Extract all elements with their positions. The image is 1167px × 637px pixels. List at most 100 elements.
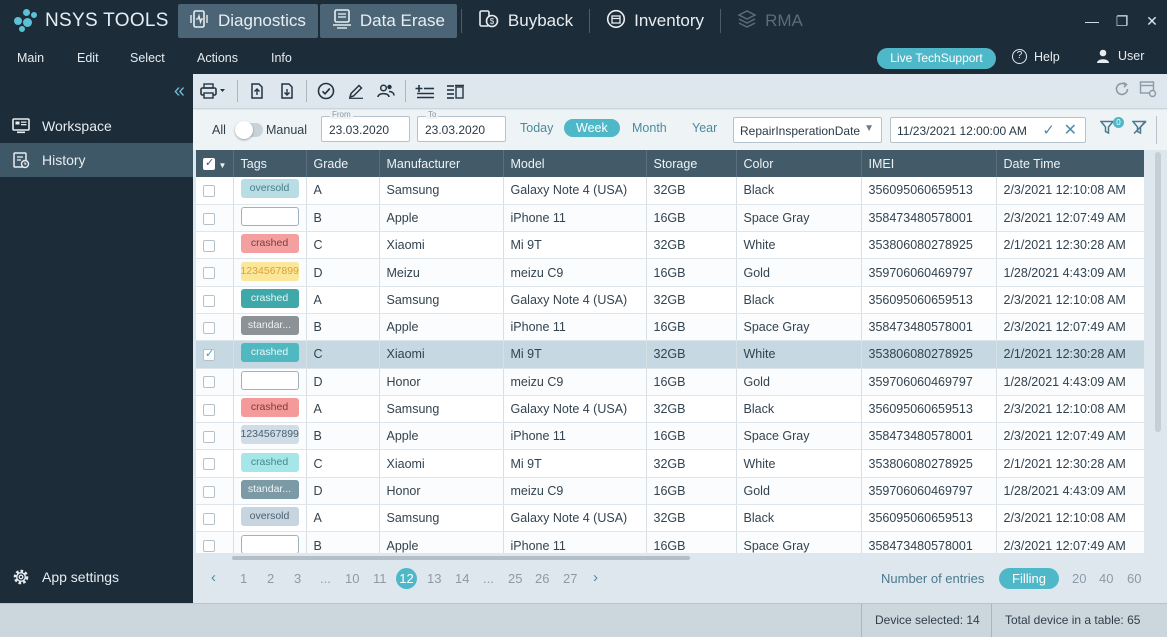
prev-page-icon[interactable]: ‹ xyxy=(211,569,216,586)
row-checkbox[interactable] xyxy=(203,540,215,553)
row-select-cell[interactable] xyxy=(196,368,234,396)
row-checkbox[interactable] xyxy=(203,239,215,252)
menu-item-edit[interactable]: Edit xyxy=(77,51,99,65)
column-header-color[interactable]: Color xyxy=(736,150,862,177)
datetime-input[interactable]: 11/23/2021 12:00:00 AM ✓ ✕ xyxy=(890,117,1086,143)
table-settings-icon[interactable] xyxy=(1139,80,1157,101)
sidebar-item-history[interactable]: History xyxy=(0,143,193,177)
period-today[interactable]: Today xyxy=(520,121,554,135)
table-row[interactable]: 1234567899 D Meizu meizu C9 16GB Gold 35970606… xyxy=(196,258,1144,287)
row-select-cell[interactable] xyxy=(196,422,234,451)
module-tab-buyback[interactable]: $ Buyback xyxy=(466,4,585,38)
row-select-cell[interactable] xyxy=(196,286,234,314)
column-header-tags[interactable]: Tags xyxy=(233,150,307,177)
tag-cell[interactable] xyxy=(233,531,307,553)
tag-badge[interactable]: crashed xyxy=(240,343,299,363)
tag-cell[interactable]: standar... xyxy=(233,313,307,342)
entries-60[interactable]: 60 xyxy=(1127,571,1142,586)
restore-icon[interactable]: ❐ xyxy=(1115,12,1129,29)
delete-rows-button[interactable] xyxy=(440,76,470,106)
tag-badge[interactable]: 1234567899 xyxy=(240,425,299,445)
page-12[interactable]: 12 xyxy=(396,568,417,589)
tag-badge[interactable]: oversold xyxy=(240,507,299,527)
menu-item-info[interactable]: Info xyxy=(271,51,292,65)
column-header-imei[interactable]: IMEI xyxy=(861,150,997,177)
tag-badge[interactable] xyxy=(240,206,299,226)
row-checkbox[interactable] xyxy=(203,431,215,444)
column-header-date-time[interactable]: Date Time xyxy=(996,150,1144,177)
to-date-input[interactable]: To 23.03.2020 xyxy=(417,110,506,142)
tag-cell[interactable]: oversold xyxy=(233,177,307,205)
tag-cell[interactable]: crashed xyxy=(233,395,307,424)
table-row[interactable]: crashed A Samsung Galaxy Note 4 (USA) 32GB Bl… xyxy=(196,286,1144,314)
row-select-cell[interactable] xyxy=(196,340,234,369)
table-row[interactable]: B Apple iPhone 11 16GB Space Gray 35847348057… xyxy=(196,531,1144,553)
tag-cell[interactable]: standar... xyxy=(233,477,307,506)
entries-20[interactable]: 20 xyxy=(1072,571,1087,586)
refresh-icon[interactable] xyxy=(1113,80,1131,101)
module-tab-inventory[interactable]: Inventory xyxy=(594,4,716,38)
table-row[interactable]: D Honor meizu C9 16GB Gold 359706060469797 1/2… xyxy=(196,368,1144,396)
sidebar-item-app-settings[interactable]: App settings xyxy=(0,560,193,594)
confirm-check-icon[interactable]: ✓ xyxy=(1042,122,1055,139)
sidebar-item-workspace[interactable]: Workspace xyxy=(0,109,193,143)
live-techsupport-button[interactable]: Live TechSupport xyxy=(877,48,996,69)
table-row[interactable]: standar... B Apple iPhone 11 16GB Space Gray 3… xyxy=(196,313,1144,342)
page-3[interactable]: 3 xyxy=(294,571,302,586)
module-tab-rma[interactable]: RMA xyxy=(725,4,815,38)
row-checkbox[interactable] xyxy=(203,512,215,525)
close-icon[interactable]: ✕ xyxy=(1146,12,1158,29)
from-date-input[interactable]: From 23.03.2020 xyxy=(321,110,410,142)
tag-badge[interactable]: standar... xyxy=(240,316,299,336)
tag-cell[interactable] xyxy=(233,204,307,233)
row-checkbox[interactable] xyxy=(203,321,215,334)
assign-users-button[interactable] xyxy=(371,76,401,106)
tag-badge[interactable]: oversold xyxy=(240,179,299,199)
row-select-cell[interactable] xyxy=(196,477,234,506)
clear-x-icon[interactable]: ✕ xyxy=(1063,122,1077,139)
menu-item-main[interactable]: Main xyxy=(17,51,45,65)
row-select-cell[interactable] xyxy=(196,449,234,478)
approve-button[interactable] xyxy=(311,76,341,106)
tag-badge[interactable]: crashed xyxy=(240,234,299,254)
page-14[interactable]: 14 xyxy=(455,571,470,586)
tag-badge[interactable] xyxy=(240,534,299,553)
entries-40[interactable]: 40 xyxy=(1099,571,1114,586)
tag-badge[interactable] xyxy=(240,370,299,390)
row-select-cell[interactable] xyxy=(196,231,234,260)
row-checkbox[interactable] xyxy=(203,267,215,280)
row-select-cell[interactable] xyxy=(196,313,234,342)
select-all-checkbox[interactable] xyxy=(203,156,215,171)
row-checkbox[interactable] xyxy=(203,485,215,498)
row-checkbox[interactable] xyxy=(203,458,215,471)
table-row[interactable]: 1234567899 B Apple iPhone 11 16GB Space Gray 3… xyxy=(196,422,1144,451)
table-row[interactable]: crashed A Samsung Galaxy Note 4 (USA) 32GB Bl… xyxy=(196,395,1144,424)
page-27[interactable]: 27 xyxy=(563,571,578,586)
tag-badge[interactable]: 1234567899 xyxy=(240,261,299,281)
next-page-icon[interactable]: › xyxy=(593,569,598,586)
add-row-button[interactable] xyxy=(410,76,440,106)
table-row[interactable]: B Apple iPhone 11 16GB Space Gray 35847348057… xyxy=(196,204,1144,233)
table-row[interactable]: oversold A Samsung Galaxy Note 4 (USA) 32GB B… xyxy=(196,504,1144,533)
caret-down-icon[interactable]: ▼ xyxy=(218,160,227,170)
tag-cell[interactable]: crashed xyxy=(233,449,307,478)
export-document-button[interactable] xyxy=(272,76,302,106)
manual-toggle[interactable] xyxy=(235,121,263,139)
edit-button[interactable] xyxy=(341,76,371,106)
filling-button[interactable]: Filling xyxy=(999,568,1059,589)
row-checkbox[interactable] xyxy=(203,185,215,198)
print-button[interactable] xyxy=(193,76,233,106)
page-25[interactable]: 25 xyxy=(508,571,523,586)
row-select-cell[interactable] xyxy=(196,531,234,553)
period-month[interactable]: Month xyxy=(632,121,667,135)
tag-badge[interactable]: crashed xyxy=(240,288,299,308)
period-week[interactable]: Week xyxy=(564,119,620,137)
column-header-grade[interactable]: Grade xyxy=(306,150,380,177)
tag-badge[interactable]: crashed xyxy=(240,452,299,472)
filter-button[interactable]: 0 xyxy=(1099,117,1124,138)
row-checkbox[interactable] xyxy=(203,294,215,307)
page-11[interactable]: 11 xyxy=(373,571,387,586)
